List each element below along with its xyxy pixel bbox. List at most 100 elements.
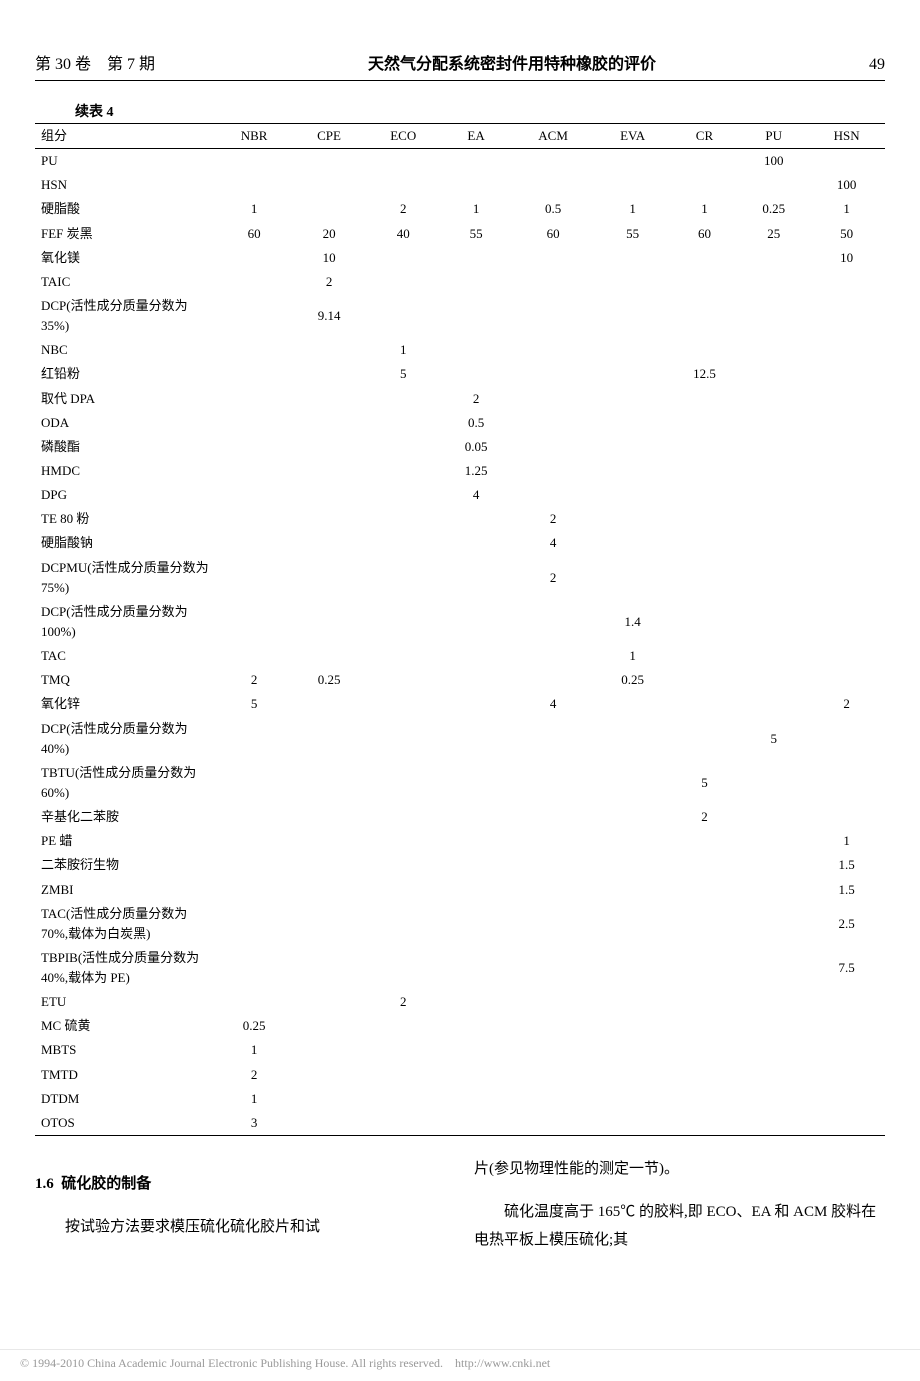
table-cell	[595, 246, 669, 270]
table-cell	[365, 668, 442, 692]
row-label: 氧化镁	[35, 246, 215, 270]
table-cell	[511, 1087, 596, 1111]
table-cell	[670, 270, 739, 294]
table-cell	[365, 173, 442, 197]
table-cell	[739, 270, 808, 294]
table-cell: 2	[808, 692, 885, 716]
table-cell	[293, 805, 365, 829]
table-cell	[808, 1111, 885, 1136]
table-row: DCP(活性成分质量分数为 40%)5	[35, 717, 885, 761]
table-cell	[808, 805, 885, 829]
row-label: DCP(活性成分质量分数为 100%)	[35, 600, 215, 644]
table-cell	[739, 1087, 808, 1111]
row-label: 硬脂酸	[35, 197, 215, 221]
table-cell: 40	[365, 222, 442, 246]
table-cell	[365, 946, 442, 990]
table-cell	[511, 717, 596, 761]
table-cell: 2	[215, 1063, 293, 1087]
table-cell	[511, 829, 596, 853]
table-cell	[215, 387, 293, 411]
table-cell: 60	[511, 222, 596, 246]
table-cell	[215, 173, 293, 197]
table-cell	[670, 692, 739, 716]
table-cell	[365, 1014, 442, 1038]
table-cell	[365, 692, 442, 716]
table-cell	[441, 644, 510, 668]
table-cell	[365, 387, 442, 411]
table-cell	[739, 556, 808, 600]
row-label: DPG	[35, 483, 215, 507]
table-row: TBTU(活性成分质量分数为 60%)5	[35, 761, 885, 805]
table-cell: 0.5	[511, 197, 596, 221]
table-cell	[511, 1014, 596, 1038]
table-cell	[595, 1014, 669, 1038]
table-cell	[365, 644, 442, 668]
table-cell: 5	[670, 761, 739, 805]
table-cell	[808, 270, 885, 294]
body-text: 1.6 硫化胶的制备 按试验方法要求模压硫化硫化胶片和试 片(参见物理性能的测定…	[35, 1156, 885, 1269]
table-cell	[511, 483, 596, 507]
row-label: 取代 DPA	[35, 387, 215, 411]
table-cell	[670, 1038, 739, 1062]
table-row: FEF 炭黑602040556055602550	[35, 222, 885, 246]
table-cell	[365, 483, 442, 507]
footer-link[interactable]: http://www.cnki.net	[455, 1356, 550, 1370]
table-row: TMQ20.250.25	[35, 668, 885, 692]
table-row: DCP(活性成分质量分数为 35%)9.14	[35, 294, 885, 338]
table-cell	[293, 644, 365, 668]
table-cell	[595, 459, 669, 483]
table-cell: 2.5	[808, 902, 885, 946]
table-cell: 1	[215, 1038, 293, 1062]
table-cell	[441, 761, 510, 805]
table-cell	[670, 338, 739, 362]
table-cell	[595, 853, 669, 877]
table-row: MC 硫黄0.25	[35, 1014, 885, 1038]
row-label: NBC	[35, 338, 215, 362]
section-number: 1.6	[35, 1176, 54, 1192]
row-label: PU	[35, 149, 215, 174]
table-cell	[808, 149, 885, 174]
table-cell: 1.5	[808, 878, 885, 902]
table-cell	[215, 902, 293, 946]
table-cell	[365, 805, 442, 829]
table-cell	[441, 338, 510, 362]
table-cell	[670, 600, 739, 644]
row-label: DCP(活性成分质量分数为 40%)	[35, 717, 215, 761]
table-row: ODA0.5	[35, 411, 885, 435]
table-cell: 1	[808, 829, 885, 853]
row-label: FEF 炭黑	[35, 222, 215, 246]
table-cell	[670, 1014, 739, 1038]
table-cell	[441, 362, 510, 386]
table-cell	[293, 990, 365, 1014]
table-column-header: EVA	[595, 124, 669, 149]
table-cell	[511, 173, 596, 197]
table-cell	[670, 902, 739, 946]
table-cell	[441, 173, 510, 197]
table-cell	[365, 600, 442, 644]
table-cell	[739, 411, 808, 435]
page-footer: © 1994-2010 China Academic Journal Elect…	[0, 1349, 920, 1381]
paragraph: 片(参见物理性能的测定一节)。	[474, 1156, 885, 1184]
table-cell	[511, 362, 596, 386]
table-cell	[441, 149, 510, 174]
table-cell	[365, 459, 442, 483]
table-cell	[739, 878, 808, 902]
table-cell	[511, 149, 596, 174]
table-row: ZMBI1.5	[35, 878, 885, 902]
table-row: ETU2	[35, 990, 885, 1014]
table-cell	[595, 531, 669, 555]
row-label: TAC	[35, 644, 215, 668]
table-cell: 1	[215, 197, 293, 221]
table-row: TAC(活性成分质量分数为 70%,载体为白炭黑)2.5	[35, 902, 885, 946]
table-cell	[215, 246, 293, 270]
table-cell	[808, 387, 885, 411]
row-label: 硬脂酸钠	[35, 531, 215, 555]
row-label: 二苯胺衍生物	[35, 853, 215, 877]
table-row: PU100	[35, 149, 885, 174]
table-cell	[670, 1111, 739, 1136]
table-cell	[365, 1087, 442, 1111]
row-label: TMQ	[35, 668, 215, 692]
table-cell	[670, 483, 739, 507]
table-cell	[215, 990, 293, 1014]
table-cell	[365, 294, 442, 338]
